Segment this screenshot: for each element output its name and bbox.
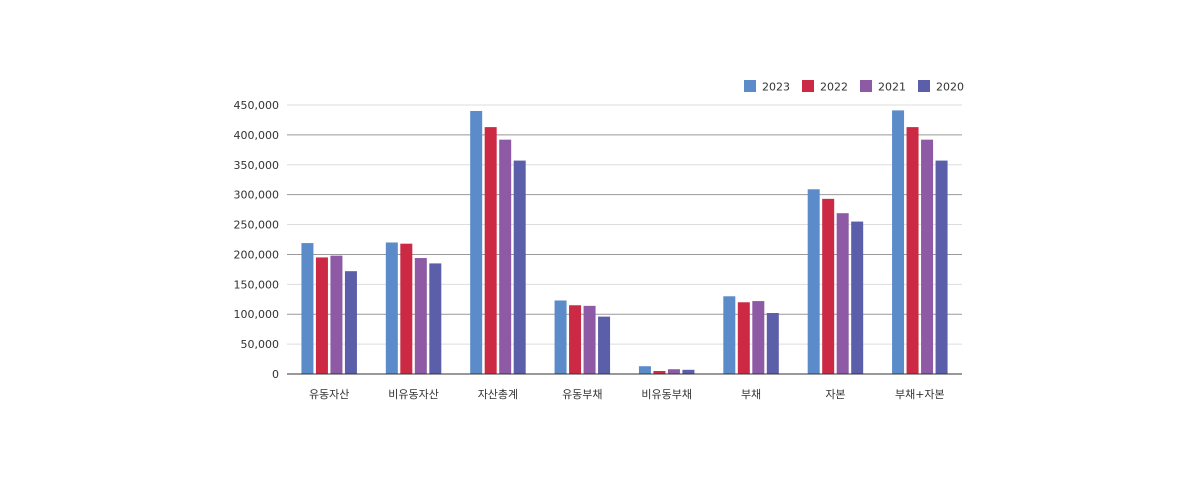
bar-2020-2 (513, 160, 526, 374)
bar-2023-2 (470, 110, 483, 374)
y-tick-label: 300,000 (234, 189, 280, 202)
bar-2021-5 (752, 301, 765, 374)
bar-2021-3 (583, 305, 596, 374)
x-category-label: 부채 (741, 388, 761, 401)
legend-label: 2022 (820, 81, 848, 94)
bar-2022-1 (400, 243, 413, 374)
x-category-label: 비유동부채 (641, 388, 692, 401)
legend-swatch-2023 (744, 80, 756, 92)
legend: 2023 2022 2021 2020 (744, 80, 964, 94)
y-tick-label: 0 (272, 368, 279, 381)
bar-2020-3 (598, 316, 611, 374)
x-axis-category-labels: 유동자산 비유동자산 자산총계 유동부채 비유동부채 부채 자본 부채+자본 (309, 388, 945, 401)
bar-2021-4 (667, 369, 680, 374)
x-category-label: 자산총계 (478, 388, 518, 401)
y-tick-label: 200,000 (234, 248, 280, 261)
bar-2022-0 (315, 257, 328, 374)
bar-2023-0 (301, 243, 314, 374)
bar-2020-6 (851, 221, 864, 374)
legend-label: 2020 (936, 81, 964, 94)
bar-2022-4 (653, 371, 666, 374)
bar-2021-1 (414, 258, 427, 374)
bar-2022-2 (484, 127, 497, 375)
bar-2023-3 (554, 300, 567, 374)
y-tick-label: 100,000 (234, 308, 280, 321)
x-category-label: 비유동자산 (388, 388, 439, 401)
bar-2023-4 (638, 366, 651, 374)
bar-2020-4 (682, 369, 695, 374)
y-tick-label: 450,000 (234, 99, 280, 112)
legend-swatch-2021 (860, 80, 872, 92)
bar-2021-0 (330, 255, 343, 374)
bars (301, 110, 948, 375)
bar-2020-0 (344, 271, 357, 374)
bar-2022-7 (906, 127, 919, 375)
bar-2021-2 (499, 139, 512, 374)
x-category-label: 자본 (825, 388, 845, 401)
bar-2020-5 (766, 313, 779, 374)
legend-swatch-2020 (918, 80, 930, 92)
legend-label: 2021 (878, 81, 906, 94)
grid-lines (287, 104, 962, 345)
legend-swatch-2022 (802, 80, 814, 92)
x-category-label: 부채+자본 (895, 388, 945, 401)
bar-2020-7 (935, 160, 948, 374)
bar-2022-6 (822, 198, 835, 374)
bar-2020-1 (429, 263, 442, 374)
bar-2021-6 (836, 213, 849, 374)
x-category-label: 유동부채 (562, 388, 602, 401)
bar-2023-1 (385, 242, 398, 374)
y-tick-label: 250,000 (234, 219, 280, 232)
y-tick-label: 400,000 (234, 129, 280, 142)
bar-2023-5 (723, 296, 736, 374)
y-tick-label: 150,000 (234, 278, 280, 291)
bar-2021-7 (921, 139, 934, 374)
y-tick-label: 350,000 (234, 159, 280, 172)
x-category-label: 유동자산 (309, 388, 349, 401)
legend-label: 2023 (762, 81, 790, 94)
bar-2023-7 (892, 110, 905, 374)
bar-2023-6 (807, 189, 820, 374)
bar-2022-5 (737, 302, 750, 374)
y-axis-tick-labels: 0 50,000 100,000 150,000 200,000 250,000 300,0… (234, 99, 280, 381)
bar-2022-3 (569, 305, 582, 374)
y-tick-label: 50,000 (241, 338, 280, 351)
